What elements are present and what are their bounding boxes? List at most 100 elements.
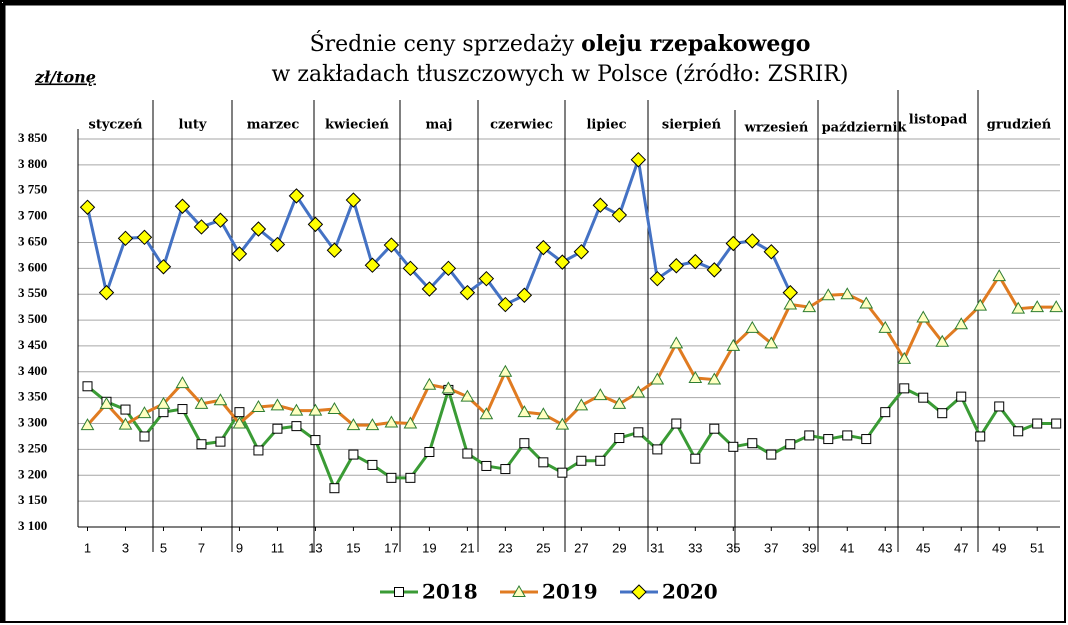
- x-tick-label: 49: [992, 540, 1006, 555]
- point: [595, 455, 606, 466]
- x-tick-label: 51: [1030, 540, 1044, 555]
- point: [460, 389, 475, 402]
- point: [935, 334, 950, 347]
- point: [687, 253, 704, 270]
- point: [194, 396, 209, 409]
- point: [270, 398, 285, 411]
- point: [405, 472, 416, 483]
- y-tick-label: 3 100: [18, 518, 47, 533]
- point: [766, 449, 777, 460]
- y-tick-label: 3 250: [18, 440, 47, 455]
- point: [346, 418, 361, 431]
- point: [384, 415, 399, 428]
- point: [288, 188, 305, 204]
- x-tick-label: 45: [916, 540, 930, 555]
- x-tick-label: 43: [878, 540, 892, 555]
- point: [652, 444, 663, 455]
- point: [500, 464, 511, 475]
- legend-marker: [394, 587, 404, 597]
- point: [193, 219, 210, 235]
- point: [630, 151, 647, 168]
- x-tick-label: 47: [954, 540, 968, 555]
- point: [804, 430, 815, 441]
- point: [386, 472, 397, 483]
- month-label: grudzień: [987, 118, 1052, 133]
- month-label: wrzesień: [744, 121, 809, 136]
- point: [709, 423, 720, 434]
- point: [250, 221, 267, 237]
- point: [478, 270, 495, 287]
- legend-marker: [512, 584, 526, 597]
- point: [878, 320, 893, 333]
- point: [614, 433, 625, 444]
- month-label: lipiec: [586, 118, 626, 133]
- point: [535, 239, 552, 256]
- x-tick-label: 41: [840, 540, 854, 555]
- point: [975, 431, 986, 442]
- point: [764, 336, 779, 349]
- point: [481, 460, 492, 471]
- point: [880, 407, 891, 418]
- point: [99, 396, 114, 409]
- point: [669, 336, 684, 349]
- x-tick-label: 37: [764, 540, 778, 555]
- chart-title: Średnie ceny sprzedaży oleju rzepakowego: [310, 30, 811, 57]
- chart-subtitle: w zakładach tłuszczowych w Polsce (źródł…: [272, 62, 849, 87]
- point: [840, 287, 855, 300]
- y-tick-label: 3 300: [18, 415, 47, 430]
- point: [1013, 426, 1024, 437]
- month-label: październik: [822, 121, 908, 136]
- title-part: Średnie ceny sprzedaży: [310, 30, 582, 57]
- point: [402, 260, 419, 277]
- point: [272, 423, 283, 434]
- point: [688, 371, 703, 384]
- x-tick-label: 13: [308, 540, 322, 555]
- point: [861, 434, 872, 445]
- point: [497, 296, 514, 313]
- point: [918, 392, 929, 403]
- point: [973, 298, 988, 311]
- point: [348, 449, 359, 460]
- point: [459, 284, 476, 301]
- point: [403, 416, 418, 429]
- point: [517, 405, 532, 418]
- point: [519, 438, 530, 449]
- point: [80, 418, 95, 431]
- x-tick-label: 21: [460, 540, 474, 555]
- point: [213, 393, 228, 406]
- y-tick-label: 3 750: [18, 182, 47, 197]
- legend-label: 2020: [662, 580, 718, 604]
- y-tick-label: 3 650: [18, 233, 47, 248]
- y-tick-label: 3 800: [18, 156, 47, 171]
- point: [175, 376, 190, 389]
- legend-marker: [631, 584, 647, 600]
- point: [155, 259, 172, 275]
- point: [365, 418, 380, 431]
- legend-label: 2019: [542, 580, 598, 604]
- x-tick-label: 29: [612, 540, 626, 555]
- point: [725, 235, 742, 252]
- point: [424, 446, 435, 457]
- point: [253, 445, 264, 456]
- point: [1051, 418, 1062, 429]
- point: [307, 216, 324, 233]
- x-tick-label: 17: [384, 540, 398, 555]
- point: [744, 233, 761, 249]
- point: [234, 407, 245, 418]
- point: [747, 438, 758, 449]
- point: [1011, 301, 1026, 314]
- point: [440, 260, 457, 277]
- point: [137, 406, 152, 419]
- point: [706, 262, 723, 278]
- point: [783, 297, 798, 310]
- x-tick-label: 3: [122, 540, 129, 555]
- point: [215, 436, 226, 447]
- y-tick-label: 3 500: [18, 311, 47, 326]
- legend-label: 2018: [422, 580, 478, 604]
- point: [479, 407, 494, 420]
- point: [383, 237, 400, 253]
- y-tick-label: 3 450: [18, 337, 47, 352]
- point: [498, 364, 513, 377]
- point: [139, 431, 150, 442]
